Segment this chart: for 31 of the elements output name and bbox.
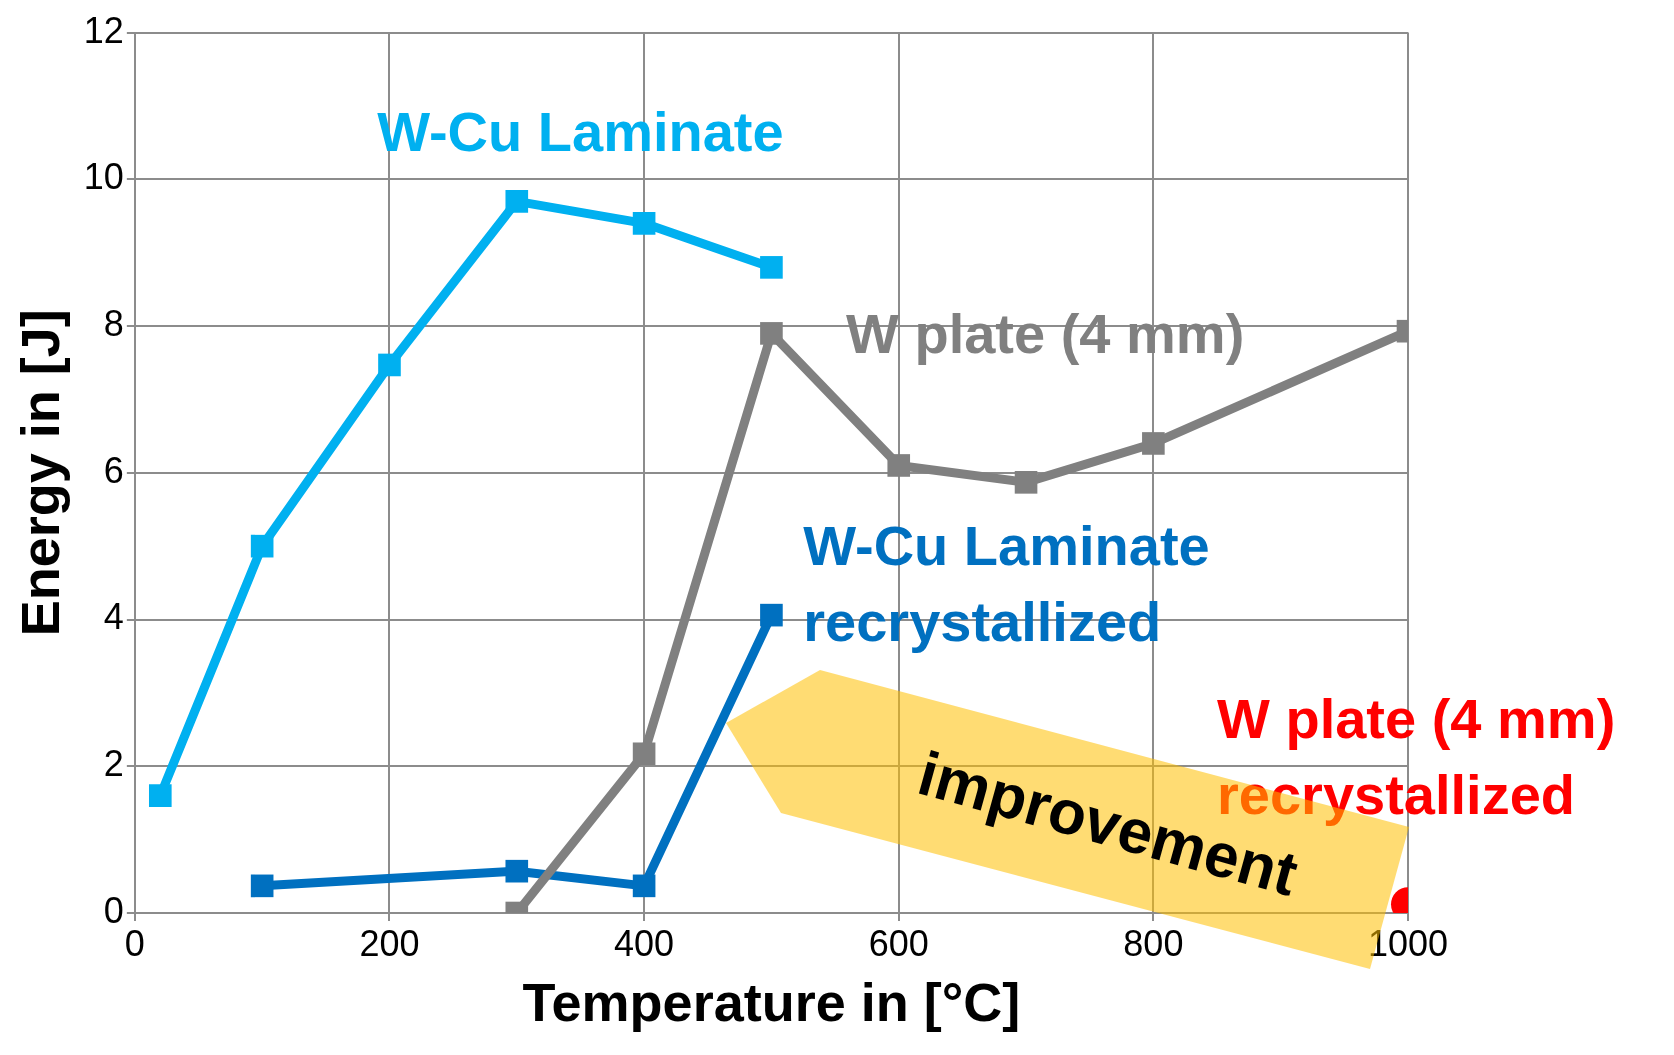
point [1014, 471, 1038, 494]
x-tick-label: 1000 [1367, 922, 1449, 964]
point [148, 784, 172, 807]
point [760, 322, 783, 345]
point [1142, 432, 1165, 455]
y-axis-title: Energy in [J] [10, 309, 71, 637]
y-tick-label: 6 [103, 449, 124, 491]
y-tick-label: 10 [83, 156, 124, 198]
point [760, 256, 783, 279]
x-tick-label: 600 [868, 922, 929, 964]
point [250, 534, 274, 558]
series-label: W-Cu Laminate recrystallized [803, 514, 1210, 654]
point [250, 874, 274, 898]
point [632, 742, 656, 766]
y-tick-label: 2 [103, 743, 124, 785]
point [632, 874, 656, 898]
y-tick-label: 4 [103, 596, 124, 638]
point [760, 603, 783, 627]
x-tick-label: 200 [359, 922, 420, 964]
point [505, 190, 529, 213]
series-label: W-Cu Laminate [377, 99, 784, 163]
x-axis-title: Temperature in [°C] [522, 972, 1021, 1033]
point [505, 859, 529, 883]
x-tick-label: 400 [614, 922, 675, 964]
point [378, 353, 401, 377]
y-tick-label: 0 [103, 889, 124, 931]
point [632, 212, 656, 235]
y-tick-label: 12 [83, 9, 124, 51]
x-tick-label: 800 [1123, 922, 1184, 964]
point [887, 454, 911, 477]
y-tick-label: 8 [103, 302, 124, 344]
